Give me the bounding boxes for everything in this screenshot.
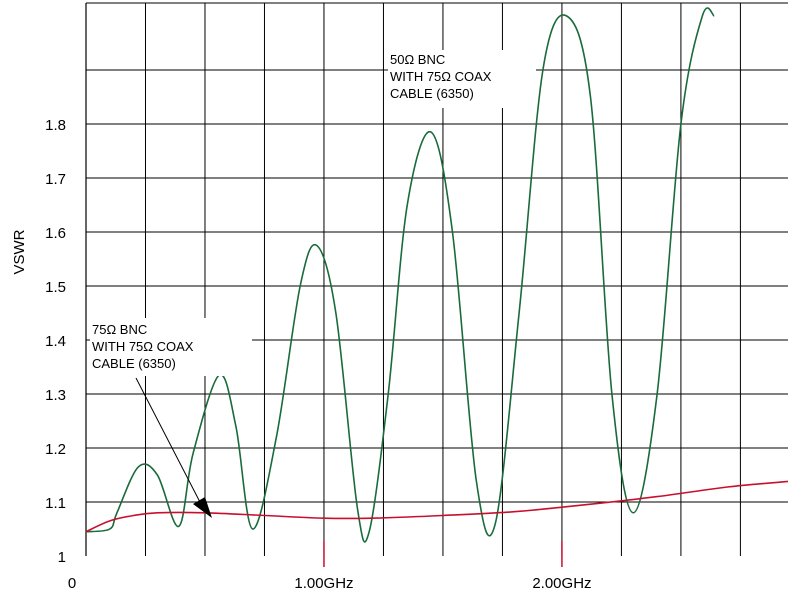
y-tick-label: 1.6	[45, 225, 66, 242]
annotation-arrowhead	[193, 497, 212, 518]
annotations: 50Ω BNC WITH 75Ω COAX CABLE (6350) 75Ω BNC W…	[90, 50, 536, 518]
y-tick-label: 1.3	[45, 387, 66, 404]
y-tick-label: 1.8	[45, 117, 66, 134]
series-75ohm-bnc-line	[85, 480, 788, 533]
y-tick-label: 1.7	[45, 171, 66, 188]
annotation-arrow-line	[135, 377, 203, 507]
axis-labels: 0 1.00GHz 2.00GHz 1 1.1 1.2 1.3 1.4 1.5 1.6 1.7 1.8…	[11, 117, 592, 592]
x-tick-label: 1.00GHz	[294, 575, 353, 592]
series-curves	[85, 7, 788, 543]
annotation-50ohm-text: CABLE (6350)	[390, 86, 474, 101]
annotation-background	[388, 50, 536, 108]
y-tick-label: 1.1	[45, 495, 66, 512]
annotation-75ohm-text: 75Ω BNC	[92, 322, 147, 337]
x-tick-label: 2.00GHz	[532, 575, 591, 592]
annotation-50ohm-text: WITH 75Ω COAX	[390, 69, 492, 84]
y-axis-label: VSWR	[11, 229, 28, 274]
annotation-50ohm-text: 50Ω BNC	[390, 52, 445, 67]
y-tick-label: 1.5	[45, 279, 66, 296]
annotation-75ohm-text: CABLE (6350)	[92, 356, 176, 371]
annotation-75ohm-text: WITH 75Ω COAX	[92, 339, 194, 354]
series-50ohm-bnc-line	[85, 7, 716, 543]
y-tick-label: 1.2	[45, 441, 66, 458]
y-tick-label: 1	[58, 549, 66, 566]
annotation-background	[90, 318, 252, 376]
y-tick-label: 1.4	[45, 333, 66, 350]
x-tick-label: 0	[68, 575, 76, 592]
grid-lines	[85, 2, 788, 556]
